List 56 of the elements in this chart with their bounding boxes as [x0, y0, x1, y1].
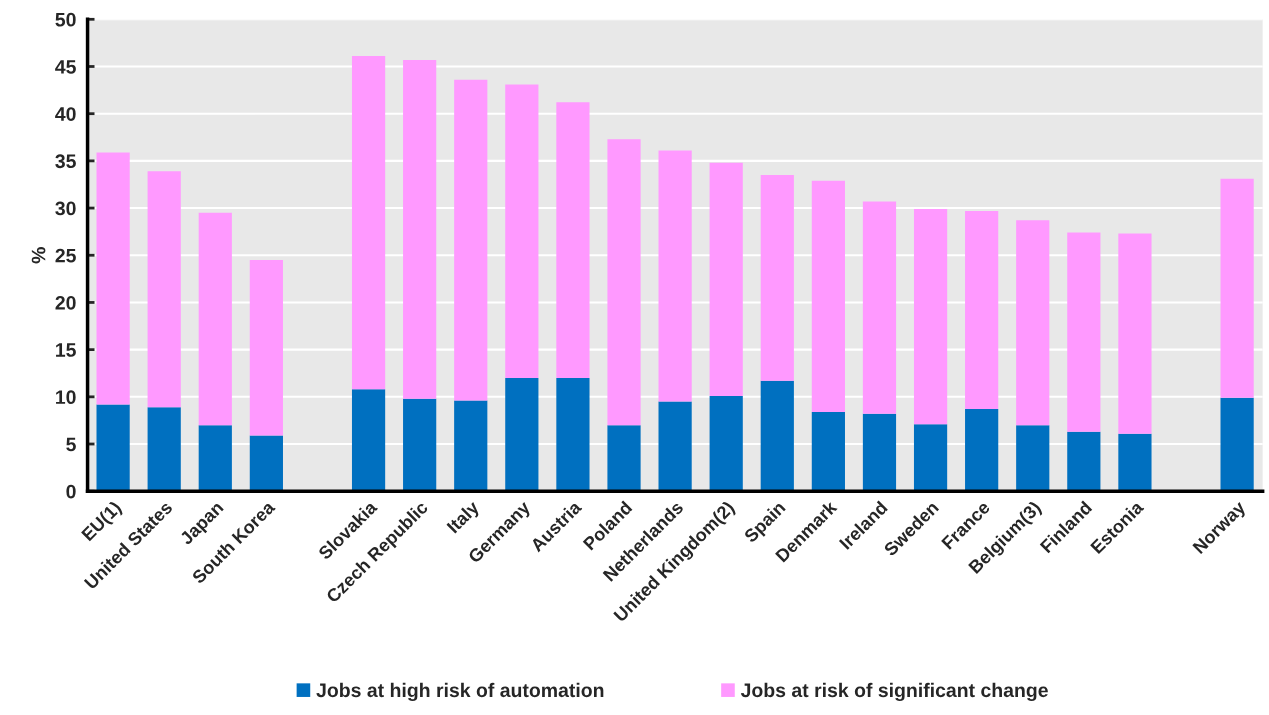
- bar: [811, 180, 845, 412]
- bar: [1067, 431, 1101, 492]
- y-tick-label: 25: [55, 248, 76, 263]
- bar: [351, 389, 386, 492]
- bar: [760, 175, 794, 381]
- legend-label: Jobs at risk of significant change: [740, 682, 1048, 702]
- bar: [556, 102, 590, 378]
- bar: [96, 152, 130, 405]
- y-tick-label: 15: [56, 343, 76, 357]
- bar: [658, 150, 692, 402]
- bar: [1016, 220, 1050, 426]
- y-tick-label: 50: [55, 12, 76, 27]
- y-tick-label: 45: [55, 60, 76, 74]
- bar: [505, 84, 539, 378]
- bar: [249, 435, 283, 492]
- bar: [607, 425, 641, 492]
- bar: [1067, 232, 1101, 432]
- bar: [607, 139, 641, 426]
- bar: [658, 401, 692, 492]
- bar: [811, 411, 845, 492]
- bar: [556, 377, 590, 492]
- bar: [913, 424, 948, 492]
- bar: [965, 210, 999, 410]
- bar: [505, 377, 539, 492]
- bar: [1220, 397, 1254, 492]
- bar: [454, 400, 488, 492]
- y-tick-label: 20: [55, 295, 76, 310]
- bar: [147, 171, 181, 408]
- bar: [862, 413, 897, 492]
- bar: [198, 425, 232, 492]
- bar: [709, 395, 743, 492]
- bar: [913, 209, 948, 425]
- y-axis-title: %: [31, 247, 46, 264]
- legend-label: Jobs at high risk of automation: [316, 682, 604, 702]
- bar: [1016, 425, 1050, 492]
- y-tick-label: 0: [66, 484, 76, 499]
- y-tick-label: 10: [56, 390, 76, 405]
- bar: [351, 56, 386, 390]
- bar: [709, 162, 743, 396]
- bar: [198, 212, 232, 426]
- bar: [862, 201, 897, 414]
- y-tick-label: 40: [55, 107, 76, 121]
- bar: [1118, 433, 1152, 492]
- bar: [249, 259, 283, 436]
- bar: [965, 409, 999, 492]
- bar: [403, 398, 437, 492]
- bar: [1220, 178, 1254, 398]
- bar: [403, 59, 437, 399]
- y-tick-label: 30: [55, 201, 76, 216]
- bar: [96, 404, 130, 492]
- bar: [147, 407, 181, 492]
- bar: [1118, 233, 1152, 434]
- y-tick-label: 5: [66, 437, 76, 452]
- y-tick-label: 35: [55, 154, 76, 169]
- bar: [454, 79, 488, 401]
- bar: [760, 380, 794, 492]
